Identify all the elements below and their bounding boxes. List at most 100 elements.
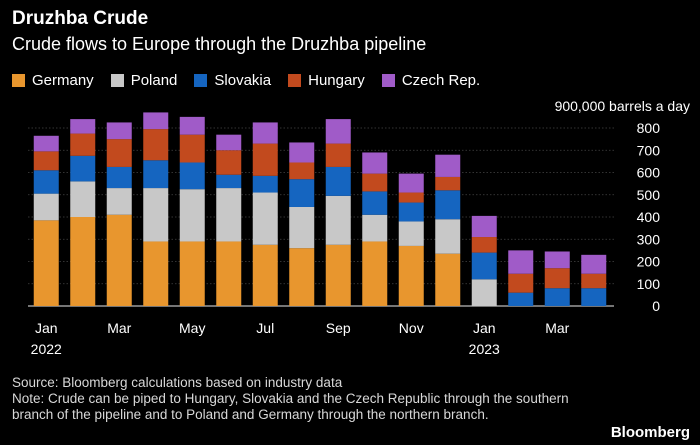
bar-segment-germany [179,241,205,306]
bar-segment-czech-rep [289,142,315,163]
y-tick-label: 100 [637,276,661,292]
bar-segment-germany [33,220,59,306]
bar-segment-hungary [216,150,242,175]
bar-segment-czech-rep [581,254,607,274]
legend-label-hungary: Hungary [308,72,365,89]
bar-segment-czech-rep [106,122,132,140]
bar-segment-hungary [581,273,607,289]
bar-segment-slovakia [471,252,497,280]
bar-segment-germany [70,217,96,306]
legend-label-germany: Germany [32,72,94,89]
bar-segment-hungary [325,143,351,167]
y-tick-label: 700 [637,142,661,158]
legend-label-slovakia: Slovakia [214,72,272,89]
x-tick-label: May [179,320,205,336]
bar-segment-poland [143,188,169,242]
bar-segment-hungary [508,273,534,293]
bar-segment-slovakia [289,179,315,207]
x-tick-label: Jan [473,320,496,336]
legend-swatch-hungary [288,74,302,87]
y-tick-label: 400 [637,209,661,225]
source-note: Source: Bloomberg calculations based on … [12,375,343,390]
bar-segment-hungary [143,129,169,161]
legend-item-czech-rep: Czech Rep. [381,72,481,89]
bar-segment-hungary [289,162,315,180]
bar-segment-czech-rep [143,112,169,130]
legend-label-czech-rep: Czech Rep. [401,72,481,89]
bar-segment-slovakia [544,288,570,306]
x-tick-label: Nov [399,320,424,336]
bar-segment-germany [252,244,278,306]
bar-segment-slovakia [143,160,169,189]
bar-segment-germany [435,253,461,306]
bar-segment-czech-rep [544,251,570,269]
bar-segment-poland [216,188,242,242]
bar-segment-slovakia [508,292,534,306]
bar-segment-hungary [544,268,570,289]
footnote: Note: Crude can be piped to Hungary, Slo… [12,391,569,422]
bar-segment-poland [325,195,351,245]
bar-segment-czech-rep [216,134,242,151]
bar-segment-hungary [70,133,96,156]
bar-segment-hungary [106,139,132,167]
x-tick-label: Mar [545,320,569,336]
chart-subtitle: Crude flows to Europe through the Druzhb… [12,34,427,54]
y-tick-label: 300 [637,231,661,247]
bar-segment-czech-rep [70,119,96,134]
bar-segment-germany [325,244,351,306]
legend-label-poland: Poland [130,72,178,89]
y-tick-label: 800 [637,120,661,136]
bar-segment-czech-rep [471,215,497,238]
bar-segment-poland [289,206,315,249]
bloomberg-logo: Bloomberg [610,424,690,441]
bar-segment-poland [33,193,59,221]
bar-segment-czech-rep [179,116,205,135]
bar-segment-slovakia [179,162,205,190]
legend-swatch-poland [110,74,124,87]
x-tick-label: Sep [326,320,351,336]
bar-segment-poland [398,221,424,246]
bar-segment-hungary [362,173,388,192]
bar-segment-germany [362,241,388,306]
bar-segment-poland [252,192,278,245]
x-tick-label: Mar [107,320,131,336]
bar-segment-slovakia [106,166,132,189]
bar-segment-hungary [471,237,497,253]
bar-segment-czech-rep [435,154,461,177]
legend-item-slovakia: Slovakia [194,72,271,89]
bar-segment-slovakia [581,288,607,306]
legend-swatch-czech-rep [381,74,395,87]
bar-segment-czech-rep [252,122,278,144]
y-tick-label: 200 [637,254,661,270]
bar-segment-czech-rep [508,250,534,274]
bar-segment-germany [398,245,424,306]
bar-segment-hungary [33,151,59,171]
bar-segment-poland [471,279,497,306]
y-tick-label: 500 [637,187,661,203]
bar-segment-poland [362,214,388,242]
x-tick-year-label: 2022 [31,341,62,357]
legend: Germany Poland Slovakia Hungary Czech Re… [12,72,497,89]
x-tick-year-label: 2023 [469,341,500,357]
legend-swatch-germany [12,74,25,87]
bar-segment-germany [216,241,242,306]
x-tick-label: Jan [35,320,58,336]
bar-segment-poland [70,181,96,217]
bar-segment-slovakia [252,175,278,193]
legend-swatch-slovakia [194,74,208,87]
bar-segment-slovakia [362,191,388,215]
bar-segment-slovakia [33,170,59,194]
bar-segment-slovakia [70,155,96,182]
bar-segment-slovakia [398,202,424,222]
bar-segment-hungary [435,176,461,191]
x-tick-label: Jul [256,320,274,336]
bar-segment-germany [143,241,169,306]
legend-item-poland: Poland [110,72,178,89]
bar-segment-slovakia [435,190,461,220]
legend-item-germany: Germany [12,72,94,89]
bar-segment-slovakia [216,174,242,189]
bar-segment-germany [289,248,315,306]
chart-title: Druzhba Crude [12,8,149,29]
bar-segment-slovakia [325,166,351,196]
bar-segment-czech-rep [398,173,424,193]
